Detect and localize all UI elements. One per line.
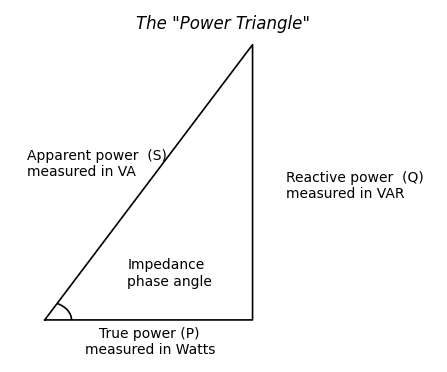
Text: Impedance
phase angle: Impedance phase angle [127, 258, 212, 289]
Text: True power (P)
measured in Watts: True power (P) measured in Watts [84, 327, 215, 357]
Text: The "Power Triangle": The "Power Triangle" [136, 15, 311, 33]
Text: Apparent power  (S)
measured in VA: Apparent power (S) measured in VA [27, 148, 167, 179]
Text: Reactive power  (Q)
measured in VAR: Reactive power (Q) measured in VAR [286, 171, 424, 201]
